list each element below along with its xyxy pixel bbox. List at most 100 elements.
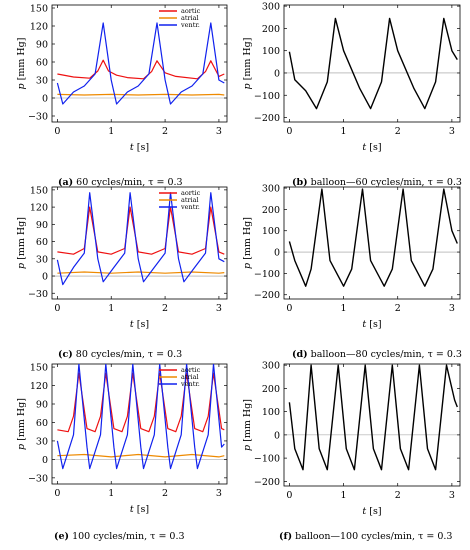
x-axis-symbol: t [130, 319, 134, 330]
series-aortic [57, 206, 225, 255]
y-axis-unit: [mm Hg] [16, 398, 27, 444]
y-tick-label: 100 [262, 226, 280, 237]
series-ventr [56, 192, 225, 286]
panel-c: 0 1 2 3 −30 0 30 60 90 120 150 t [s] p [mm Hg] aortic… [16, 185, 228, 330]
y-tick-label: −30 [28, 289, 48, 300]
x-tick-label: 0 [286, 126, 292, 137]
y-axis-symbol: p [16, 444, 27, 450]
x-axis-title: t [s] [362, 142, 381, 153]
y-axis-title: p [mm Hg] [16, 398, 27, 450]
series-balloon [288, 188, 458, 287]
y-axis-title: p [mm Hg] [16, 217, 27, 269]
x-axis-unit: [s] [366, 319, 381, 330]
legend-label: aortic [181, 366, 201, 374]
y-tick-label: −30 [28, 112, 48, 123]
x-tick-label: 3 [216, 126, 222, 137]
caption-d: (d) balloon—80 cycles/min, τ = 0.3 [292, 349, 462, 360]
x-tick-label: 1 [341, 303, 347, 314]
x-tick-label: 3 [449, 490, 455, 501]
x-tick-label: 3 [216, 488, 222, 499]
y-tick-label: 0 [274, 68, 280, 79]
x-axis-symbol: t [362, 319, 366, 330]
y-tick-label: 0 [42, 455, 48, 466]
legend-label: atrial [181, 14, 199, 22]
y-tick-label: 90 [36, 400, 48, 411]
legend-label: ventr. [180, 203, 200, 211]
y-tick-label: 150 [30, 363, 48, 374]
y-tick-label: 100 [262, 46, 280, 57]
x-tick-label: 3 [449, 126, 455, 137]
y-tick-label: 300 [262, 361, 280, 372]
y-axis-symbol: p [16, 83, 27, 89]
y-tick-label: 0 [274, 430, 280, 441]
x-tick-label: 1 [341, 126, 347, 137]
caption-c: (c) 80 cycles/min, τ = 0.3 [58, 349, 183, 360]
x-axis-unit: [s] [134, 504, 149, 515]
x-axis-unit: [s] [366, 142, 381, 153]
legend-label: atrial [181, 373, 199, 381]
y-axis-symbol: p [242, 83, 253, 89]
y-axis-unit: [mm Hg] [16, 217, 27, 263]
y-tick-label: −100 [254, 454, 280, 465]
legend-label: ventr. [180, 21, 200, 29]
series-ventr [56, 22, 225, 105]
y-tick-label: 0 [274, 248, 280, 259]
y-tick-label: 150 [30, 4, 48, 15]
y-tick-label: 30 [36, 76, 48, 87]
plot-frame [283, 363, 461, 487]
y-tick-label: 60 [36, 418, 48, 429]
y-tick-label: −100 [254, 91, 280, 102]
x-axis-unit: [s] [366, 506, 381, 517]
x-tick-label: 1 [108, 303, 114, 314]
caption-a: (a) 60 cycles/min, τ = 0.3 [58, 177, 183, 188]
y-tick-label: 30 [36, 436, 48, 447]
y-tick-label: 200 [262, 24, 280, 35]
plot-frame [51, 186, 228, 300]
x-tick-label: 2 [395, 303, 401, 314]
plot-frame [51, 363, 228, 485]
x-tick-label: 1 [108, 126, 114, 137]
x-tick-label: 3 [449, 303, 455, 314]
x-tick-label: 2 [162, 303, 168, 314]
x-tick-label: 2 [395, 490, 401, 501]
y-tick-label: 30 [36, 254, 48, 265]
x-tick-label: 2 [162, 126, 168, 137]
x-axis-symbol: t [130, 504, 134, 515]
x-tick-label: 0 [286, 490, 292, 501]
x-tick-label: 1 [108, 488, 114, 499]
y-axis-unit: [mm Hg] [242, 217, 253, 263]
x-axis-title: t [s] [130, 504, 149, 515]
x-tick-label: 2 [162, 488, 168, 499]
series-atrial [57, 93, 225, 96]
y-axis-symbol: p [16, 263, 27, 269]
y-tick-label: 0 [42, 94, 48, 105]
x-tick-label: 1 [341, 490, 347, 501]
x-tick-label: 3 [216, 303, 222, 314]
y-tick-label: −200 [254, 290, 280, 301]
y-axis-unit: [mm Hg] [242, 399, 253, 445]
y-tick-label: 120 [30, 381, 48, 392]
y-axis-symbol: p [242, 263, 253, 269]
caption-b: (b) balloon—60 cycles/min, τ = 0.3 [292, 177, 462, 188]
x-tick-label: 2 [395, 126, 401, 137]
y-tick-label: 200 [262, 205, 280, 216]
x-tick-label: 0 [54, 303, 60, 314]
y-tick-label: −100 [254, 269, 280, 280]
x-axis-symbol: t [130, 142, 134, 153]
x-axis-unit: [s] [134, 142, 149, 153]
x-tick-label: 0 [54, 126, 60, 137]
x-tick-label: 0 [286, 303, 292, 314]
x-axis-title: t [s] [362, 506, 381, 517]
x-axis-title: t [s] [130, 142, 149, 153]
x-axis-symbol: t [362, 142, 366, 153]
panel-e: 0 1 2 3 −30 0 30 60 90 120 150 t [s] p [mm Hg] aortic… [16, 363, 228, 515]
y-tick-label: −200 [254, 477, 280, 488]
y-tick-label: 90 [36, 220, 48, 231]
y-tick-label: 150 [30, 185, 48, 196]
y-axis-title: p [mm Hg] [242, 217, 253, 269]
legend-label: aortic [181, 189, 201, 197]
x-axis-symbol: t [362, 506, 366, 517]
